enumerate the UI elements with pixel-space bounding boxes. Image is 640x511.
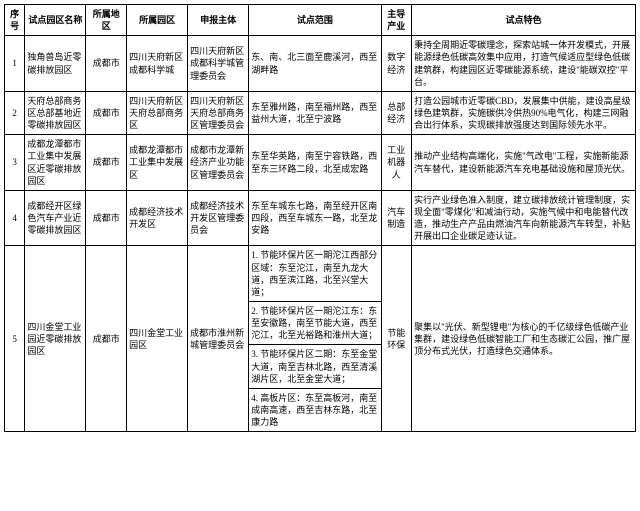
cell-region: 成都市	[86, 36, 127, 92]
cell-name: 独角兽岛近零碳排放园区	[25, 36, 86, 92]
cell-park: 成都经济技术开发区	[127, 190, 188, 246]
cell-num: 3	[5, 135, 25, 191]
table-row: 2天府总部商务区总部基地近零碳排放园区成都市四川天府新区天府总部商务区四川天府新…	[5, 91, 636, 134]
cell-park: 成都龙潭都市工业集中发展区	[127, 135, 188, 191]
cell-name: 天府总部商务区总部基地近零碳排放园区	[25, 91, 86, 134]
pilot-zones-table: 序号 试点园区名称 所属地区 所属园区 申报主体 试点范围 主导产业 试点特色 …	[4, 4, 636, 432]
cell-name: 成都经开区绿色汽车产业近零碳排放园区	[25, 190, 86, 246]
table-row: 1独角兽岛近零碳排放园区成都市四川天府新区成都科学城四川天府新区成都科学城管理委…	[5, 36, 636, 92]
cell-industry: 数字经济	[381, 36, 412, 92]
cell-scope: 2. 节能环保片区一期沱江东：东至安徽路，南至节能大道，西至沱江，北至光裕路和淮…	[249, 301, 381, 344]
cell-applicant: 成都市淮州新城管理委员会	[188, 246, 249, 432]
cell-feature: 推动产业结构高端化，实施"气改电"工程，实施新能源汽车替代，建设新能源汽车充电基…	[412, 135, 636, 191]
header-num: 序号	[5, 5, 25, 36]
cell-industry: 总部经济	[381, 91, 412, 134]
header-feature: 试点特色	[412, 5, 636, 36]
cell-region: 成都市	[86, 135, 127, 191]
cell-scope: 东至华英路，南至宁容铁路，西至东三环路二段，北至成宏路	[249, 135, 381, 191]
cell-num: 1	[5, 36, 25, 92]
cell-park: 四川天府新区成都科学城	[127, 36, 188, 92]
cell-region: 成都市	[86, 190, 127, 246]
header-park: 所属园区	[127, 5, 188, 36]
cell-feature: 实行产业绿色准入制度，建立碳排放统计管理制度，实现全面"零煤化"和减油行动，实施…	[412, 190, 636, 246]
header-region: 所属地区	[86, 5, 127, 36]
header-industry: 主导产业	[381, 5, 412, 36]
table-row: 3成都龙潭都市工业集中发展区近零碳排放园区成都市成都龙潭都市工业集中发展区成都市…	[5, 135, 636, 191]
cell-num: 4	[5, 190, 25, 246]
cell-applicant: 四川天府新区天府总部商务区管理委员会	[188, 91, 249, 134]
cell-applicant: 成都市龙潭新经济产业功能区管理委员会	[188, 135, 249, 191]
cell-scope: 3. 节能环保片区二期：东至金堂大道，南至吉林北路，西至清溪湖片区，北至金堂大道…	[249, 345, 381, 388]
cell-applicant: 成都经济技术开发区管理委员会	[188, 190, 249, 246]
cell-scope: 1. 节能环保片区一期沱江西部分区域：东至沱江，南至九龙大道，西至滨江路，北至兴…	[249, 246, 381, 302]
header-row: 序号 试点园区名称 所属地区 所属园区 申报主体 试点范围 主导产业 试点特色	[5, 5, 636, 36]
header-applicant: 申报主体	[188, 5, 249, 36]
cell-num: 5	[5, 246, 25, 432]
table-row: 4成都经开区绿色汽车产业近零碳排放园区成都市成都经济技术开发区成都经济技术开发区…	[5, 190, 636, 246]
cell-region: 成都市	[86, 246, 127, 432]
cell-scope: 东至车城东七路，南至经开区南四段，西至车城东一路，北至龙安路	[249, 190, 381, 246]
cell-scope: 东、南、北三面至鹿溪河，西至湖畔路	[249, 36, 381, 92]
table-row: 5四川金堂工业园近零碳排放园区成都市四川金堂工业园区成都市淮州新城管理委员会1.…	[5, 246, 636, 302]
cell-feature: 秉持全周期近零碳理念，探索站城一体开发模式，开展能源绿色低碳高效集中应用，打造气…	[412, 36, 636, 92]
cell-name: 成都龙潭都市工业集中发展区近零碳排放园区	[25, 135, 86, 191]
cell-scope: 4. 高板片区：东至高板河，南至成南高速，西至吉林东路，北至康力路	[249, 388, 381, 431]
cell-applicant: 四川天府新区成都科学城管理委员会	[188, 36, 249, 92]
cell-industry: 节能环保	[381, 246, 412, 432]
cell-industry: 汽车制造	[381, 190, 412, 246]
cell-industry: 工业机器人	[381, 135, 412, 191]
cell-name: 四川金堂工业园近零碳排放园区	[25, 246, 86, 432]
header-name: 试点园区名称	[25, 5, 86, 36]
cell-num: 2	[5, 91, 25, 134]
cell-park: 四川天府新区天府总部商务区	[127, 91, 188, 134]
cell-feature: 聚集以"光伏、新型锂电"为核心的千亿级绿色低碳产业集群，建设绿色低碳智能工厂和生…	[412, 246, 636, 432]
cell-feature: 打造公园城市近零碳CBD，发展集中供能，建设高星级绿色建筑群，实施碳供冷供热90…	[412, 91, 636, 134]
cell-scope: 东至雅州路，南至福州路，西至益州大道，北至宁波路	[249, 91, 381, 134]
cell-park: 四川金堂工业园区	[127, 246, 188, 432]
cell-region: 成都市	[86, 91, 127, 134]
header-scope: 试点范围	[249, 5, 381, 36]
